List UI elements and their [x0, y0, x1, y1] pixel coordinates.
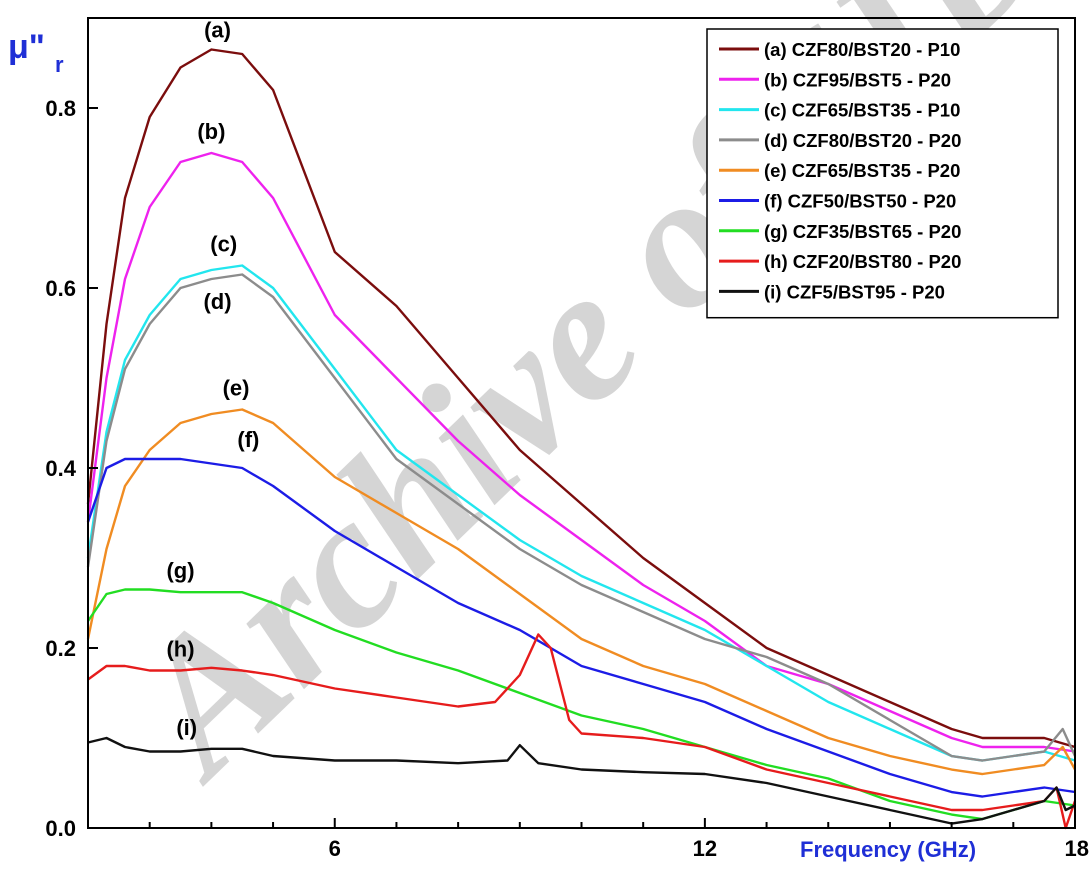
series-line-d [86, 273, 1077, 762]
curve-label-f: (f) [237, 427, 259, 452]
series-line-b [86, 151, 1076, 753]
curve-label-d: (d) [203, 289, 231, 314]
series-line-f [86, 457, 1076, 798]
curve-labels: (a) (b) (c) (d) (e) (f) (g) (h) (i) [166, 18, 259, 740]
legend-entry-label: (h) CZF20/BST80 - P20 [764, 251, 961, 272]
legend-box [706, 28, 1059, 319]
curve-label-c: (c) [210, 232, 237, 257]
x-tick-label: 12 [693, 836, 717, 861]
x-tick-label: 18 [1065, 836, 1089, 861]
x-tick-label: 6 [329, 836, 341, 861]
legend-entry-label: (i) CZF5/BST95 - P20 [764, 281, 945, 302]
curve-label-i: (i) [176, 715, 197, 740]
y-tick-label: 0.4 [45, 456, 76, 481]
legend: (a) CZF80/BST20 - P10 (b) CZF95/BST5 - P2… [706, 28, 1059, 319]
y-tick-label: 0.8 [45, 96, 76, 121]
series-line-i [87, 736, 1076, 825]
y-tick-label: 0.0 [45, 816, 76, 841]
curve-label-b: (b) [197, 119, 225, 144]
y-axis-title-mu: μ" [8, 28, 45, 66]
legend-entry-label: (b) CZF95/BST5 - P20 [764, 69, 951, 90]
x-axis-title: Frequency (GHz) [800, 837, 976, 862]
series-line-h [87, 633, 1077, 830]
y-tick-label: 0.2 [45, 636, 76, 661]
y-axis-title-subscript: r [55, 52, 64, 77]
legend-entry-label: (c) CZF65/BST35 - P10 [764, 100, 960, 121]
series-line-a [86, 48, 1076, 749]
legend-entry-label: (e) CZF65/BST35 - P20 [764, 160, 960, 181]
legend-entry-label: (f) CZF50/BST50 - P20 [764, 191, 956, 212]
y-axis-title: μ" r [8, 28, 64, 77]
curve-label-a: (a) [204, 18, 231, 43]
legend-entry-label: (d) CZF80/BST20 - P20 [764, 130, 961, 151]
curve-label-g: (g) [166, 558, 194, 583]
y-tick-label: 0.6 [45, 276, 76, 301]
series-line-e [86, 408, 1077, 776]
legend-entry-label: (a) CZF80/BST20 - P10 [764, 39, 960, 60]
curve-label-e: (e) [223, 376, 250, 401]
ticks: 0.0 0.2 0.4 0.6 0.8 6 12 18 [45, 96, 1089, 861]
curve-label-h: (h) [166, 637, 194, 662]
series-layer [86, 48, 1077, 830]
legend-entry-label: (g) CZF35/BST65 - P20 [764, 221, 961, 242]
series-line-g [87, 588, 1076, 821]
